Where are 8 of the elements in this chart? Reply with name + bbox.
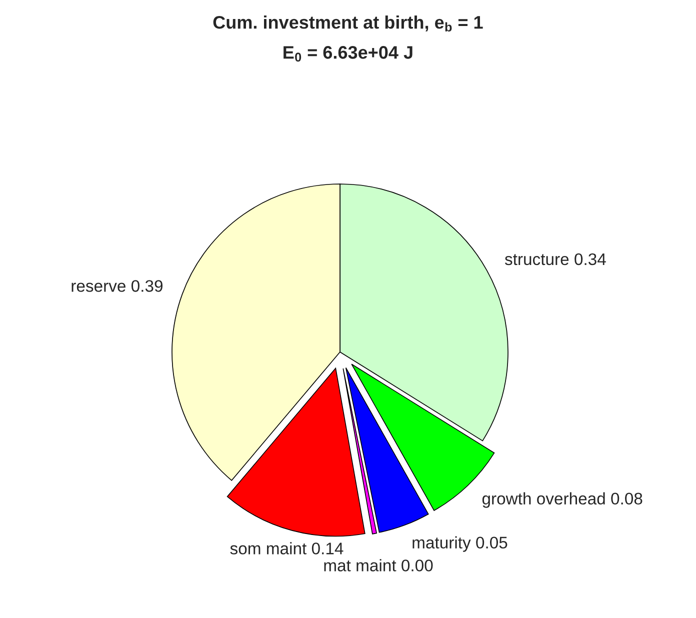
slice-label: maturity 0.05 — [412, 536, 508, 552]
chart-subtitle: E$_{0}$ = 6.63e+04 J — [284, 46, 412, 62]
slice-label: structure 0.34 — [504, 253, 606, 266]
slice-label: mat maint 0.00 — [324, 559, 433, 572]
slice-label: growth overhead 0.08 — [482, 492, 642, 508]
chart-title: Cum. investment at birth, e$_{b}$ = 1 — [213, 15, 483, 32]
slice-label: reserve 0.39 — [72, 280, 162, 292]
slice-label: som maint 0.14 — [230, 542, 344, 554]
